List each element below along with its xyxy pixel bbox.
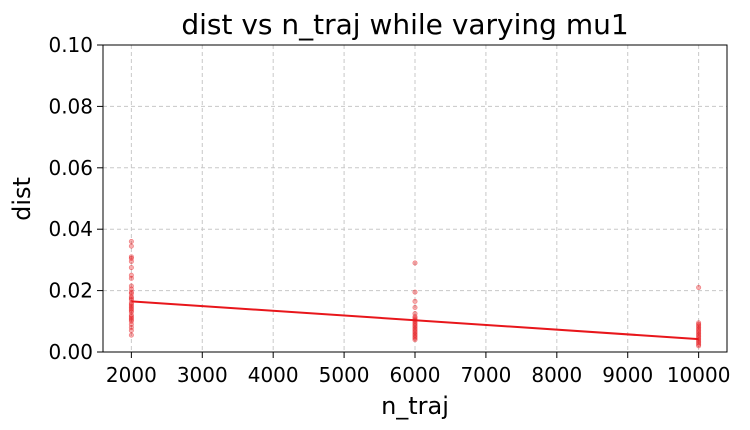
x-tick-label: 2000 (106, 363, 157, 387)
y-tick-label: 0.02 (48, 279, 93, 303)
scatter-point (128, 243, 134, 249)
y-tick-label: 0.06 (48, 156, 93, 180)
y-tick-label: 0.04 (48, 217, 93, 241)
y-axis-label: dist (8, 177, 36, 221)
trend-line-group (131, 300, 699, 341)
scatter-point (128, 238, 134, 244)
scatter-point (128, 275, 134, 281)
x-tick-label: 7000 (460, 363, 511, 387)
scatter-points (128, 238, 702, 349)
scatter-point (128, 332, 134, 338)
x-tick-label: 5000 (319, 363, 370, 387)
y-ticks: 0.00 0.02 0.04 0.06 0.08 0.10 (48, 33, 103, 364)
scatter-point (412, 298, 418, 304)
scatter-point (412, 335, 418, 341)
x-tick-label: 9000 (602, 363, 653, 387)
y-tick-label: 0.10 (48, 33, 93, 57)
scatter-point (128, 258, 134, 264)
x-tick-label: 4000 (248, 363, 299, 387)
x-ticks: 2000 3000 4000 5000 6000 7000 8000 9000 10000 (106, 352, 731, 387)
x-tick-label: 3000 (177, 363, 228, 387)
scatter-point (412, 304, 418, 310)
x-tick-label: 10000 (667, 363, 731, 387)
scatter-point (128, 265, 134, 271)
scatter-point (696, 285, 702, 291)
x-tick-label: 6000 (390, 363, 441, 387)
scatter-point (696, 343, 702, 349)
trend-line (131, 300, 699, 341)
scatter-point (412, 337, 418, 343)
scatter-point (696, 341, 702, 347)
y-tick-label: 0.00 (48, 340, 93, 364)
y-tick-label: 0.08 (48, 94, 93, 118)
x-tick-label: 8000 (531, 363, 582, 387)
scatter-point (128, 328, 134, 334)
x-axis-label: n_traj (381, 392, 449, 420)
scatter-point (412, 260, 418, 266)
scatter-point (412, 289, 418, 295)
chart-title: dist vs n_traj while varying mu1 (181, 8, 628, 41)
